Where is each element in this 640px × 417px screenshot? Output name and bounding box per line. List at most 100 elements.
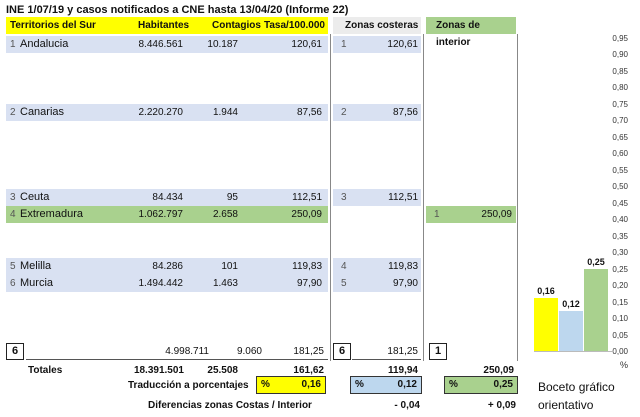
table-row: 3 Ceuta 84.434 95 112,51 [6, 189, 328, 206]
territory-name: Murcia [20, 277, 54, 289]
interior-count-box: 1 [429, 343, 447, 360]
totales-label: Totales [28, 365, 63, 376]
y-tick-label: 0,75 [612, 99, 628, 109]
totales-tasa: 161,62 [293, 365, 324, 376]
y-tick-label: 0,20 [612, 281, 628, 291]
diferencias-costeras: - 0,04 [394, 400, 420, 411]
y-tick-label: 0,10 [612, 314, 628, 324]
tasa-value: 97,90 [296, 278, 322, 289]
costeras-count-row: 181,25 [352, 343, 421, 360]
separator-line [330, 34, 331, 361]
totales-interior: 250,09 [483, 365, 514, 376]
contagios-value: 1.463 [212, 278, 238, 289]
count-contagios: 9.060 [236, 346, 262, 357]
tasa-value: 87,56 [296, 107, 322, 118]
y-unit-label: % [619, 360, 628, 370]
y-tick-label: 0,15 [612, 297, 628, 307]
territory-name: Extremadura [20, 208, 83, 220]
tasa-value: 250,09 [291, 209, 322, 220]
y-tick-label: 0,55 [612, 165, 628, 175]
costeras-row: 2 87,56 [333, 104, 421, 121]
porcentaje-tasa-value: 0,16 [301, 379, 321, 390]
y-tick-label: 0,65 [612, 132, 628, 142]
y-tick-label: 0,95 [612, 34, 628, 43]
habitantes-value: 2.220.270 [138, 107, 184, 118]
totales-costeras: 119,94 [387, 365, 418, 376]
header-interior: Zonas de interior [426, 17, 516, 48]
count-tasa: 181,25 [293, 346, 324, 357]
costeras-index: 2 [341, 107, 347, 118]
percent-sign: % [449, 379, 458, 390]
chart-plot-area: 0,16 0,12 0,25 [534, 39, 614, 352]
y-tick-label: 0,90 [612, 50, 628, 60]
diferencias-label: Diferencias zonas Costas / Interior [148, 400, 312, 411]
costeras-value: 119,83 [388, 261, 418, 272]
porcentaje-interior-cell: % 0,25 [444, 376, 518, 394]
porcentaje-interior-value: 0,25 [493, 379, 513, 390]
costeras-value: 97,90 [392, 278, 418, 289]
costeras-count-box: 6 [333, 343, 351, 360]
contagios-value: 2.658 [212, 209, 238, 220]
costeras-index: 5 [341, 278, 347, 289]
boceto-line-2: orientativo [538, 398, 594, 412]
territory-name: Melilla [20, 260, 52, 272]
header-tasa: Tasa/100.000 [264, 20, 325, 31]
percent-sign: % [355, 379, 364, 390]
porcentaje-costeras-value: 0,12 [397, 379, 417, 390]
y-tick-label: 0,35 [612, 231, 628, 241]
y-tick-label: 0,25 [612, 264, 628, 274]
diferencias-interior: + 0,09 [487, 400, 516, 411]
chart-bar [534, 298, 558, 351]
costeras-index: 3 [341, 192, 347, 203]
table-row: 5 Melilla 84.286 101 119,83 [6, 258, 328, 275]
territory-name: Ceuta [20, 191, 50, 203]
totales-habitantes: 18.391.501 [133, 365, 184, 376]
contagios-value: 101 [221, 261, 238, 272]
boceto-line-1: Boceto gráfico [538, 380, 615, 394]
boceto-label: Boceto gráfico orientativo [538, 378, 615, 414]
totales-contagios: 25.508 [207, 365, 238, 376]
costeras-index: 1 [341, 39, 347, 50]
table-row: 6 Murcia 1.494.442 1.463 97,90 [6, 275, 328, 292]
porcentaje-tasa-cell: % 0,16 [256, 376, 326, 394]
separator-line [423, 34, 424, 361]
y-tick-label: 0,30 [612, 248, 628, 258]
y-tick-label: 0,50 [612, 182, 628, 192]
row-index: 5 [10, 261, 16, 272]
separator-line [517, 34, 518, 361]
bar-chart: 0,95 0,90 0,85 0,80 0,75 0,70 0,65 0,60 0,55 0,50… [530, 30, 640, 375]
y-tick-label: 0,00 [612, 347, 628, 356]
count-habitantes: 4.998.711 [165, 346, 209, 357]
interior-value: 250,09 [481, 209, 512, 220]
row-index: 4 [10, 209, 16, 220]
totales-row: Totales 18.391.501 25.508 161,62 119,94 … [6, 362, 518, 379]
header-costeras: Zonas costeras [333, 17, 421, 34]
bar-data-label: 0,25 [587, 256, 605, 267]
interior-row: 1 250,09 [426, 206, 516, 223]
bar-data-label: 0,16 [537, 286, 555, 297]
y-tick-label: 0,40 [612, 215, 628, 225]
contagios-value: 95 [226, 192, 238, 203]
tasa-value: 119,83 [292, 261, 322, 272]
costeras-index: 4 [341, 261, 347, 272]
habitantes-value: 84.434 [152, 192, 183, 203]
costeras-row: 3 112,51 [333, 189, 421, 206]
territory-name: Andalucia [20, 38, 69, 50]
count-row: 4.998.711 9.060 181,25 [26, 343, 328, 360]
costeras-value: 112,51 [388, 192, 418, 203]
table-row: 2 Canarias 2.220.270 1.944 87,56 [6, 104, 328, 121]
territory-name: Canarias [20, 106, 65, 118]
y-tick-label: 0,85 [612, 66, 628, 76]
header-habitantes: Habitantes [138, 20, 190, 31]
tasa-value: 112,51 [292, 192, 322, 203]
y-tick-label: 0,45 [612, 198, 628, 208]
costeras-row: 1 120,61 [333, 36, 421, 53]
y-tick-label: 0,05 [612, 330, 628, 340]
table-row: 1 Andalucia 8.446.561 10.187 120,61 [6, 36, 328, 53]
interior-index: 1 [434, 209, 440, 220]
contagios-value: 10.187 [207, 39, 238, 50]
chart-bar [559, 311, 583, 351]
row-index: 6 [10, 278, 16, 289]
y-tick-label: 0,70 [612, 116, 628, 126]
header-contagios: Contagios [212, 20, 261, 31]
